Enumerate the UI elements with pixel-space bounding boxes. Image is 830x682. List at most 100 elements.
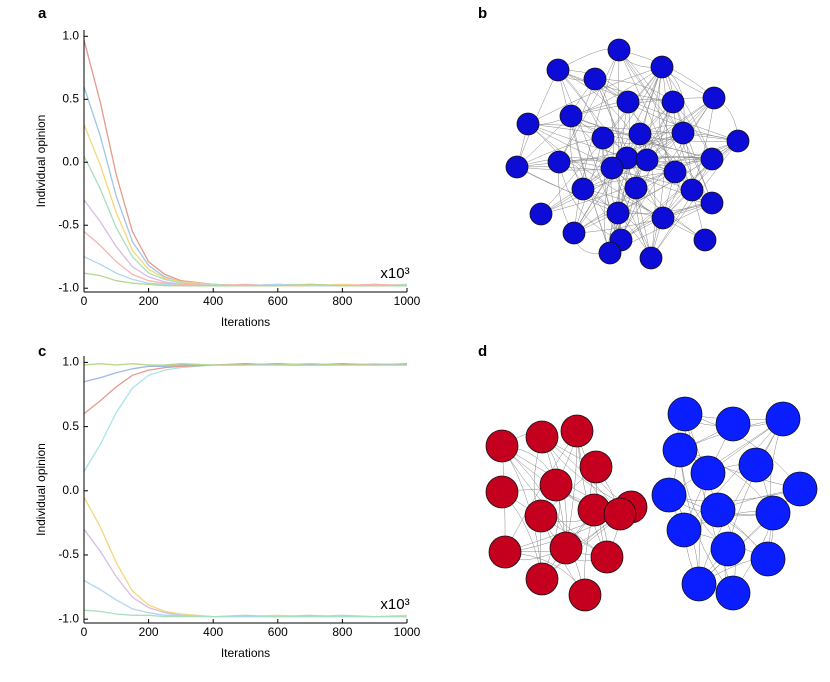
y-tick-label: -1.0 <box>58 611 79 625</box>
y-tick-label: -0.5 <box>58 217 79 231</box>
y-tick-label: 1.0 <box>62 355 79 369</box>
node <box>715 406 751 442</box>
node <box>560 414 594 448</box>
edge <box>573 202 713 234</box>
series-line <box>83 496 408 618</box>
node <box>590 540 624 574</box>
node <box>639 246 663 270</box>
node <box>529 202 553 226</box>
node <box>568 578 602 612</box>
x-axis-label: Iterations <box>221 315 270 329</box>
node <box>700 147 724 171</box>
annotation: x10³ <box>380 265 409 282</box>
series-line <box>83 609 407 618</box>
edge <box>626 157 706 241</box>
node <box>603 497 637 531</box>
y-tick-label: 0.5 <box>62 419 79 433</box>
node <box>693 228 717 252</box>
node <box>607 38 631 62</box>
edge <box>582 66 663 190</box>
node <box>546 58 570 82</box>
y-axis-label: Individual opinion <box>34 115 48 208</box>
x-tick-label: 1000 <box>394 625 421 639</box>
x-tick-label: 600 <box>268 294 288 308</box>
series-line <box>83 580 407 618</box>
edge <box>643 66 663 161</box>
edge <box>527 66 663 125</box>
network-b <box>505 38 750 270</box>
edge <box>650 66 667 259</box>
edge <box>618 49 713 204</box>
node <box>547 150 571 174</box>
series-line <box>83 363 408 383</box>
x-tick-label: 400 <box>203 625 223 639</box>
node <box>624 176 648 200</box>
edge <box>570 97 715 117</box>
edge <box>557 69 628 159</box>
node <box>650 55 674 79</box>
node <box>662 432 698 468</box>
x-tick-label: 0 <box>81 625 88 639</box>
series-line <box>83 256 407 287</box>
node <box>700 191 724 215</box>
x-tick-label: 200 <box>139 294 159 308</box>
y-axis-label: Individual opinion <box>34 443 48 536</box>
x-axis-label: Iterations <box>221 646 270 660</box>
node <box>539 468 573 502</box>
node <box>651 477 687 513</box>
node <box>782 471 818 507</box>
node <box>765 401 801 437</box>
y-tick-label: 0.0 <box>62 154 79 168</box>
node <box>549 531 583 565</box>
node <box>616 90 640 114</box>
node <box>663 160 687 184</box>
node <box>700 492 736 528</box>
panel-label: a <box>38 5 47 22</box>
y-tick-label: 0.0 <box>62 483 79 497</box>
series-line <box>83 528 407 618</box>
edge <box>558 49 620 163</box>
node <box>591 126 615 150</box>
node <box>579 450 613 484</box>
node <box>485 475 519 509</box>
series-line <box>83 124 407 287</box>
node <box>635 148 659 172</box>
series-line <box>83 231 408 287</box>
edge <box>527 123 713 160</box>
node <box>525 562 559 596</box>
node <box>667 396 703 432</box>
node <box>666 512 702 548</box>
panel-label: b <box>478 5 487 22</box>
x-tick-label: 400 <box>203 294 223 308</box>
node <box>516 112 540 136</box>
node <box>571 177 595 201</box>
node <box>702 86 726 110</box>
edge <box>557 69 739 142</box>
edge <box>618 49 706 241</box>
node <box>524 499 558 533</box>
panel-label: d <box>478 343 487 360</box>
y-tick-label: -0.5 <box>58 547 79 561</box>
node <box>651 206 675 230</box>
x-tick-label: 200 <box>139 625 159 639</box>
panel-label: c <box>38 343 46 360</box>
node <box>628 122 652 146</box>
x-tick-label: 800 <box>332 294 352 308</box>
series-line <box>83 363 407 366</box>
edge <box>650 140 739 259</box>
node <box>525 420 559 454</box>
node <box>671 121 695 145</box>
x-tick-label: 1000 <box>394 294 421 308</box>
node <box>598 241 622 265</box>
edge <box>627 101 693 191</box>
node <box>726 129 750 153</box>
node <box>755 495 791 531</box>
node <box>680 178 704 202</box>
node <box>661 90 685 114</box>
node <box>715 575 751 611</box>
node <box>485 429 519 463</box>
node <box>562 221 586 245</box>
series-line <box>83 363 408 472</box>
network-d <box>485 396 818 612</box>
